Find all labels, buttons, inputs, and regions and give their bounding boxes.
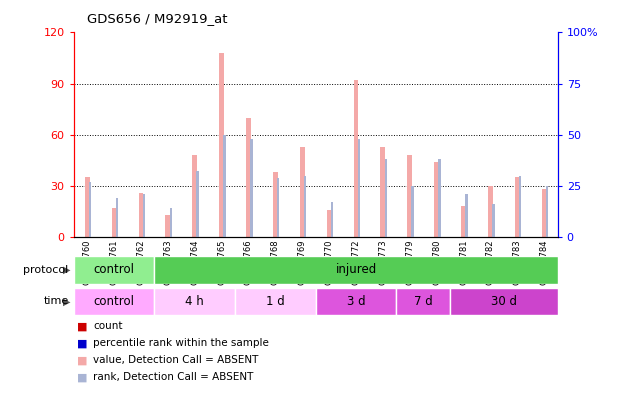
Text: ▶: ▶ (63, 265, 71, 275)
Bar (165, 215, 171, 237)
Text: ■: ■ (77, 339, 87, 348)
Bar (315, 288, 396, 315)
Bar (154, 288, 235, 315)
Bar (542, 189, 547, 237)
Text: value, Detection Call = ABSENT: value, Detection Call = ABSENT (93, 356, 258, 365)
Text: control: control (94, 263, 135, 276)
Text: ■: ■ (77, 322, 87, 331)
Bar (143, 194, 145, 237)
Text: 30 d: 30 d (491, 295, 517, 308)
Bar (192, 155, 197, 237)
Text: 7 d: 7 d (414, 295, 433, 308)
Bar (461, 206, 466, 237)
Bar (450, 288, 558, 315)
Bar (223, 134, 226, 237)
Bar (196, 171, 199, 237)
Text: ▶: ▶ (63, 296, 71, 306)
Bar (74, 288, 154, 315)
Bar (85, 177, 90, 237)
Text: percentile rank within the sample: percentile rank within the sample (93, 339, 269, 348)
Bar (492, 204, 495, 237)
Bar (381, 147, 385, 237)
Text: control: control (94, 295, 135, 308)
Bar (89, 182, 91, 237)
Text: rank, Detection Call = ABSENT: rank, Detection Call = ABSENT (93, 373, 253, 382)
Text: ■: ■ (77, 356, 87, 365)
Text: ■: ■ (77, 373, 87, 382)
Text: 1 d: 1 d (266, 295, 285, 308)
Bar (546, 186, 548, 237)
Bar (385, 159, 387, 237)
Bar (112, 208, 117, 237)
Text: count: count (93, 322, 122, 331)
Bar (434, 162, 439, 237)
Bar (327, 210, 331, 237)
Bar (331, 202, 333, 237)
Bar (396, 288, 450, 315)
Bar (465, 194, 468, 237)
Bar (438, 159, 441, 237)
Text: time: time (44, 296, 69, 306)
Bar (488, 186, 493, 237)
Bar (354, 80, 358, 237)
Bar (169, 208, 172, 237)
Bar (277, 178, 279, 237)
Bar (138, 193, 144, 237)
Bar (219, 53, 224, 237)
Bar (412, 186, 414, 237)
Bar (74, 256, 154, 284)
Bar (273, 172, 278, 237)
Text: 3 d: 3 d (347, 295, 365, 308)
Bar (116, 198, 118, 237)
Bar (300, 147, 304, 237)
Text: GDS656 / M92919_at: GDS656 / M92919_at (87, 12, 227, 25)
Bar (408, 155, 412, 237)
Bar (250, 139, 253, 237)
Bar (304, 176, 306, 237)
Bar (154, 256, 558, 284)
Bar (246, 117, 251, 237)
Bar (519, 176, 522, 237)
Bar (515, 177, 520, 237)
Bar (358, 139, 360, 237)
Text: injured: injured (335, 263, 377, 276)
Text: 4 h: 4 h (185, 295, 204, 308)
Text: protocol: protocol (23, 265, 69, 275)
Bar (235, 288, 315, 315)
